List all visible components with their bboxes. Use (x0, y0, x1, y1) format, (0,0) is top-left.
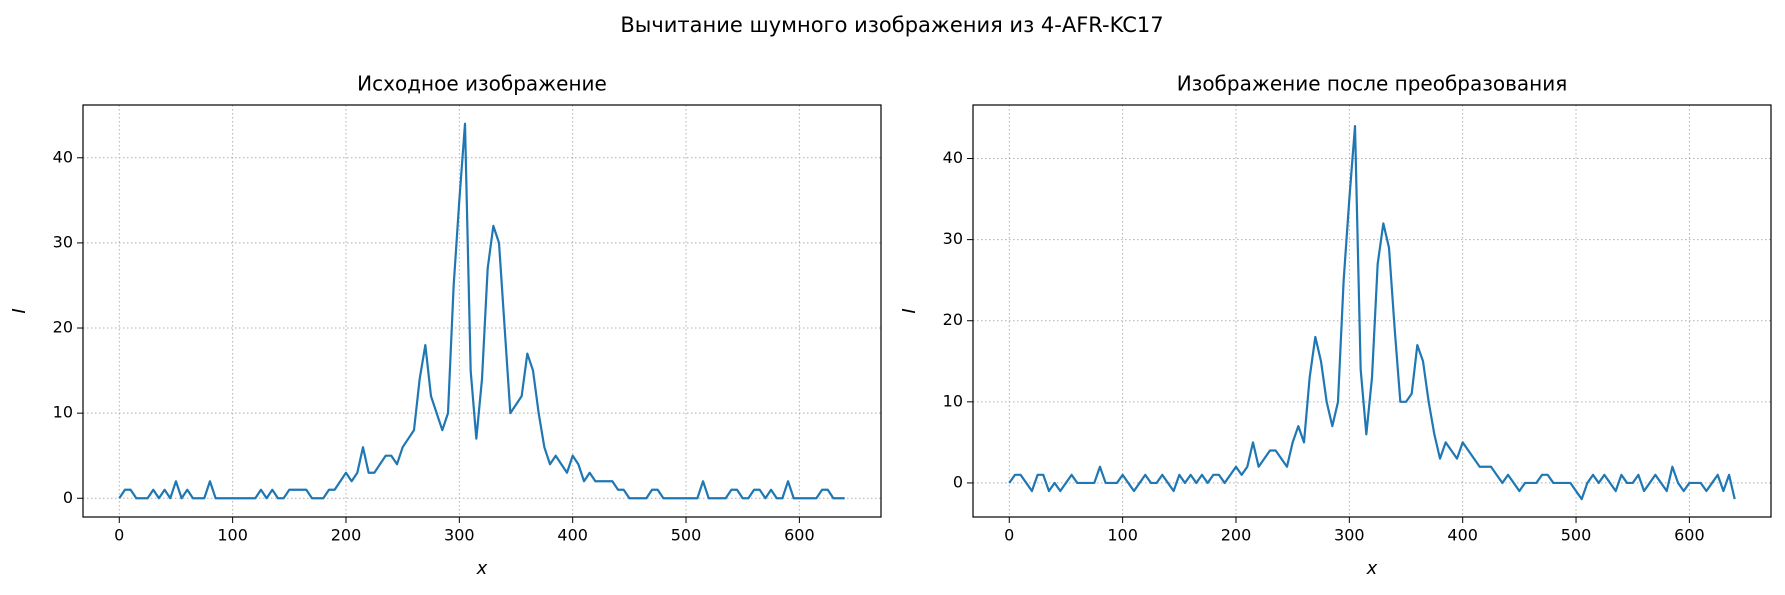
x-tick-label: 400 (557, 526, 588, 545)
data-line (1008, 124, 1736, 501)
x-tick-label: 100 (217, 526, 248, 545)
subplot-title: Исходное изображение (357, 72, 607, 96)
y-tick-label: 40 (943, 148, 963, 167)
y-tick-label: 0 (63, 488, 73, 507)
x-axis-label: x (1366, 558, 1378, 579)
axes-frame (972, 104, 1772, 518)
y-tick-label: 30 (943, 229, 963, 248)
y-tick-label: 10 (943, 391, 963, 410)
y-tick-label: 0 (953, 472, 963, 491)
x-tick-label: 500 (1561, 526, 1592, 545)
subplot-title: Изображение после преобразования (1177, 72, 1568, 96)
x-tick-label: 500 (671, 526, 702, 545)
y-tick-label: 20 (53, 318, 73, 337)
x-axis-label: x (476, 558, 488, 579)
x-tick-label: 0 (114, 526, 124, 545)
x-tick-label: 200 (331, 526, 362, 545)
x-tick-label: 0 (1004, 526, 1014, 545)
figure-title: Вычитание шумного изображения из 4-AFR-K… (620, 13, 1163, 37)
x-tick-label: 300 (444, 526, 475, 545)
y-tick-label: 40 (53, 147, 73, 166)
data-line (118, 122, 845, 500)
y-axis-label: I (899, 308, 920, 313)
x-tick-label: 400 (1447, 526, 1478, 545)
axes-frame (82, 104, 882, 518)
y-tick-label: 10 (53, 403, 73, 422)
x-tick-label: 100 (1107, 526, 1138, 545)
x-tick-label: 600 (1674, 526, 1705, 545)
y-axis-label: I (9, 308, 30, 313)
y-tick-label: 20 (943, 310, 963, 329)
x-tick-label: 200 (1221, 526, 1252, 545)
y-tick-label: 30 (53, 232, 73, 251)
x-tick-label: 300 (1334, 526, 1365, 545)
x-tick-label: 600 (784, 526, 815, 545)
